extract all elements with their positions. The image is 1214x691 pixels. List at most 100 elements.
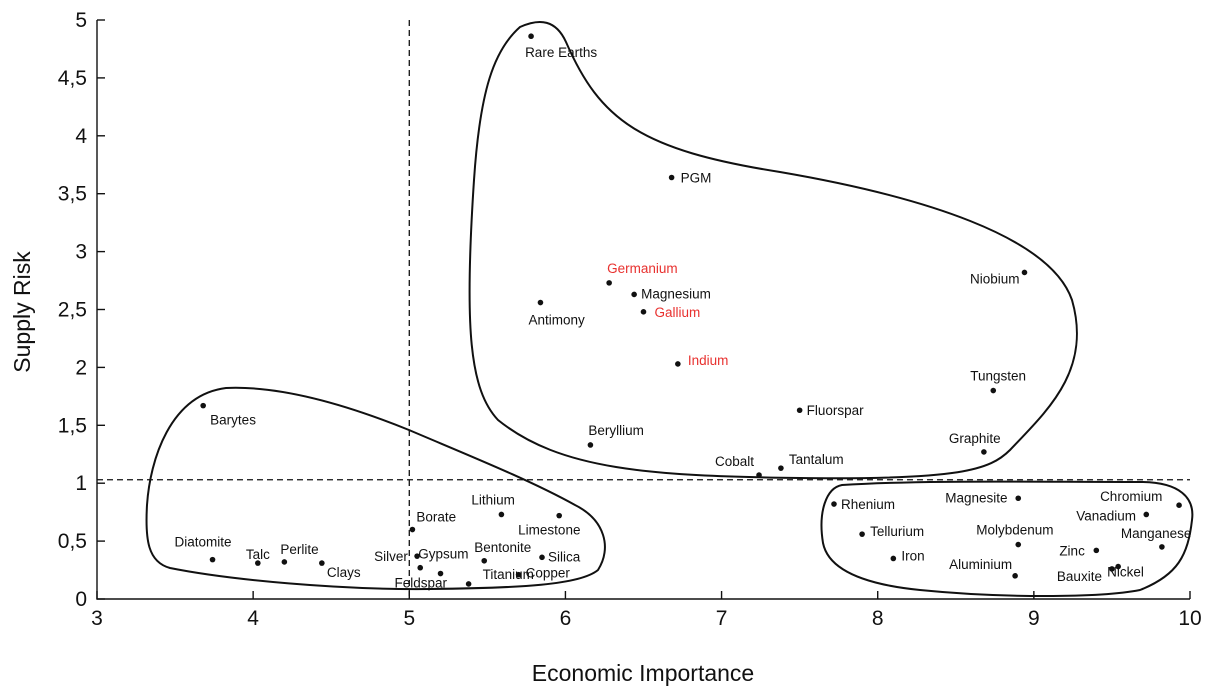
- point-label: Graphite: [949, 431, 1001, 446]
- y-tick-label: 4,5: [58, 67, 87, 90]
- point-marker: [1015, 495, 1022, 502]
- x-tick-label: 4: [247, 607, 259, 630]
- point-label: Chromium: [1100, 489, 1162, 504]
- point-magnesium: Magnesium: [631, 286, 711, 301]
- point-indium: Indium: [675, 353, 728, 368]
- point-bauxite: Bauxite: [1057, 566, 1115, 584]
- point-antimony: Antimony: [528, 299, 585, 328]
- point-label: Perlite: [280, 542, 318, 557]
- point-marker: [859, 531, 865, 537]
- y-tick-label: 2,5: [58, 299, 87, 322]
- point-marker: [668, 174, 675, 181]
- point-marker: [1176, 502, 1182, 509]
- point-magnesite: Magnesite: [945, 490, 1022, 505]
- axes: 3 4 5 6 7 8 9 10 0 0,5 1 1,5 2 2,5 3 3,5 4 4,5 5: [58, 9, 1202, 630]
- point-label: Gallium: [655, 305, 701, 320]
- point-label: Antimony: [528, 313, 585, 328]
- point-marker: [255, 560, 261, 566]
- point-marker: [417, 564, 424, 571]
- point-copper: Copper: [515, 566, 571, 581]
- point-tantalum: Tantalum: [778, 452, 844, 471]
- x-axis-title: Economic Importance: [532, 660, 754, 686]
- point-marker: [1012, 573, 1018, 579]
- point-marker: [465, 581, 472, 587]
- y-tick-label: 5: [75, 9, 87, 32]
- reference-lines: [97, 20, 1190, 599]
- y-tick-label: 1: [75, 472, 87, 495]
- point-perlite: Perlite: [280, 542, 319, 565]
- point-marker: [200, 402, 206, 409]
- point-rhenium: Rhenium: [831, 497, 895, 512]
- y-tick-label: 3,5: [58, 183, 87, 206]
- point-zinc: Zinc: [1059, 543, 1100, 558]
- point-marker: [631, 291, 637, 298]
- point-limestone: Limestone: [518, 512, 580, 538]
- x-tick-label: 5: [403, 607, 415, 630]
- cluster-outlines: [145, 20, 1194, 597]
- point-marker: [481, 557, 488, 564]
- point-fluorspar: Fluorspar: [796, 403, 865, 418]
- x-tick-label: 9: [1028, 607, 1040, 630]
- point-marker: [528, 33, 534, 40]
- point-bentonite: Bentonite: [474, 540, 531, 564]
- point-marker: [796, 407, 803, 414]
- point-label: Magnesite: [945, 490, 1007, 505]
- point-label: Diatomite: [175, 535, 232, 550]
- point-label: Lithium: [471, 492, 515, 507]
- point-marker: [1015, 541, 1022, 548]
- cluster-outline-high-importance: [820, 480, 1194, 597]
- point-marker: [981, 449, 987, 455]
- point-marker: [587, 442, 594, 448]
- point-label: Limestone: [518, 523, 580, 538]
- point-silica: Silica: [539, 549, 581, 564]
- point-marker: [414, 553, 420, 559]
- point-marker: [606, 280, 612, 286]
- point-marker: [1159, 544, 1165, 550]
- point-marker: [1115, 563, 1121, 570]
- point-beryllium: Beryllium: [587, 423, 644, 448]
- point-germanium: Germanium: [606, 261, 678, 286]
- point-label: Talc: [246, 547, 270, 562]
- y-tick-label: 2: [75, 356, 87, 379]
- point-label: Indium: [688, 353, 729, 368]
- point-talc: Talc: [246, 547, 270, 566]
- y-tick-label: 3: [75, 241, 87, 264]
- point-feldspar: Feldspar: [395, 570, 448, 591]
- point-label: Cobalt: [715, 454, 754, 469]
- x-tick-label: 3: [91, 607, 103, 630]
- point-graphite: Graphite: [949, 431, 1001, 455]
- point-label: Titanium: [483, 567, 534, 582]
- point-marker: [319, 560, 325, 566]
- point-marker: [675, 361, 681, 367]
- point-label: Manganese: [1121, 526, 1192, 541]
- point-label: Clays: [327, 565, 361, 580]
- point-borate: Borate: [409, 510, 456, 533]
- point-label: Beryllium: [588, 423, 644, 438]
- point-gallium: Gallium: [640, 305, 701, 320]
- point-label: Silver: [374, 549, 408, 564]
- point-marker: [1143, 511, 1150, 518]
- point-label: Iron: [901, 548, 924, 563]
- point-marker: [539, 554, 545, 561]
- point-tellurium: Tellurium: [859, 524, 924, 539]
- point-marker: [831, 501, 837, 507]
- point-marker: [640, 309, 647, 315]
- point-label: Bauxite: [1057, 569, 1102, 584]
- point-label: Zinc: [1059, 543, 1085, 558]
- point-label: Fluorspar: [807, 403, 865, 418]
- point-label: Copper: [526, 566, 571, 581]
- point-label: Barytes: [210, 413, 256, 428]
- point-niobium: Niobium: [970, 269, 1028, 286]
- point-marker: [498, 511, 505, 518]
- point-label: Gypsum: [418, 547, 468, 562]
- point-label: Molybdenum: [976, 523, 1053, 538]
- point-label: Borate: [416, 510, 456, 525]
- x-tick-label: 10: [1178, 607, 1201, 630]
- point-label: Feldspar: [395, 576, 448, 591]
- point-nickel: Nickel: [1107, 563, 1144, 580]
- y-tick-label: 4: [75, 125, 87, 148]
- point-marker: [1109, 566, 1115, 572]
- y-tick-label: 0,5: [58, 530, 87, 553]
- point-marker: [281, 559, 288, 565]
- point-label: Rare Earths: [525, 45, 597, 60]
